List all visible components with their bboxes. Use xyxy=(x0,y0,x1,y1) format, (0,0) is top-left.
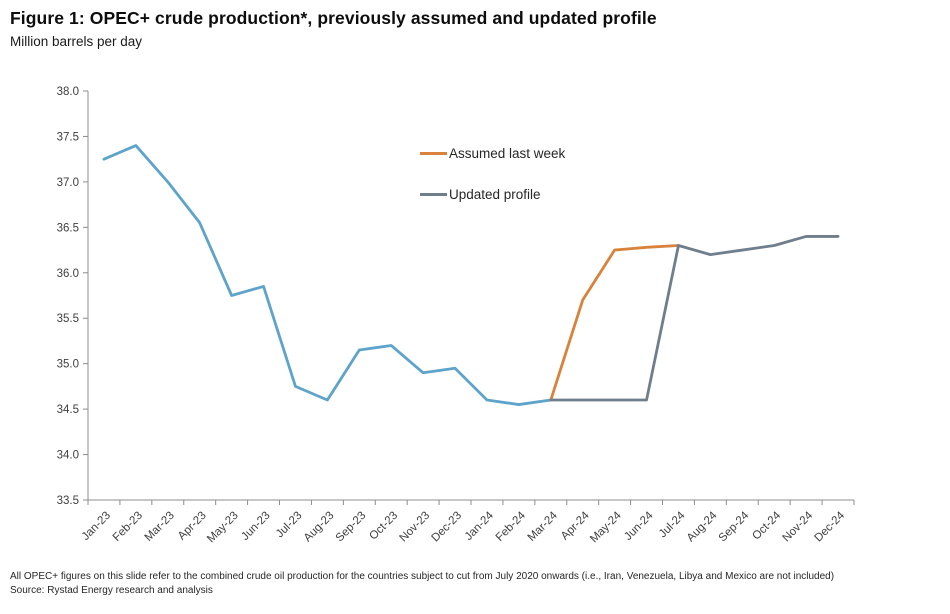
svg-text:Apr-23: Apr-23 xyxy=(176,510,209,543)
svg-text:35.5: 35.5 xyxy=(57,313,79,325)
svg-text:May-23: May-23 xyxy=(205,510,241,546)
chart-subtitle: Million barrels per day xyxy=(10,34,143,49)
svg-text:38.0: 38.0 xyxy=(57,86,79,98)
legend-item-updated: Updated profile xyxy=(420,187,565,202)
svg-text:Mar-24: Mar-24 xyxy=(526,509,561,544)
legend-label-updated: Updated profile xyxy=(449,187,541,202)
chart-legend: Assumed last week Updated profile xyxy=(420,146,565,202)
svg-text:34.0: 34.0 xyxy=(57,450,79,462)
svg-text:Jul-23: Jul-23 xyxy=(274,510,305,541)
svg-text:Feb-23: Feb-23 xyxy=(111,510,145,544)
svg-text:Dec-23: Dec-23 xyxy=(429,510,464,545)
svg-text:Oct-24: Oct-24 xyxy=(750,509,783,542)
svg-text:35.0: 35.0 xyxy=(57,359,79,371)
source-text: Source: Rystad Energy research and analy… xyxy=(10,585,213,596)
svg-text:Mar-23: Mar-23 xyxy=(143,510,177,544)
chart-title: Figure 1: OPEC+ crude production*, previ… xyxy=(10,8,657,28)
updated-line-swatch xyxy=(420,193,447,196)
svg-text:34.5: 34.5 xyxy=(57,404,79,416)
svg-text:Sep-24: Sep-24 xyxy=(717,509,752,544)
assumed-line-swatch xyxy=(420,152,447,155)
svg-text:Dec-24: Dec-24 xyxy=(812,509,847,544)
svg-text:Aug-23: Aug-23 xyxy=(302,510,337,545)
svg-text:36.5: 36.5 xyxy=(57,222,79,234)
chart-plot-area: 33.5 34.0 34.5 35.0 35.5 36.0 36.5 37.0 37.5 38.0… xyxy=(57,86,855,546)
svg-text:36.0: 36.0 xyxy=(57,268,79,280)
svg-text:Jul-24: Jul-24 xyxy=(657,509,688,540)
svg-text:Feb-24: Feb-24 xyxy=(494,509,529,544)
svg-text:May-24: May-24 xyxy=(588,509,624,545)
svg-text:Jan-23: Jan-23 xyxy=(80,510,113,543)
svg-text:33.5: 33.5 xyxy=(57,495,79,507)
svg-text:37.5: 37.5 xyxy=(57,131,79,143)
svg-text:Nov-24: Nov-24 xyxy=(781,509,816,544)
svg-text:Nov-23: Nov-23 xyxy=(398,510,433,545)
legend-item-assumed: Assumed last week xyxy=(420,146,565,161)
svg-text:Jun-24: Jun-24 xyxy=(622,509,656,543)
svg-text:Oct-23: Oct-23 xyxy=(367,510,400,543)
svg-text:Jun-23: Jun-23 xyxy=(239,510,272,543)
footnote-text: All OPEC+ figures on this slide refer to… xyxy=(10,571,835,582)
legend-label-assumed: Assumed last week xyxy=(449,146,566,161)
svg-text:37.0: 37.0 xyxy=(57,177,79,189)
svg-text:Jan-24: Jan-24 xyxy=(463,509,497,543)
svg-text:Aug-24: Aug-24 xyxy=(685,509,720,544)
svg-text:Apr-24: Apr-24 xyxy=(559,509,592,542)
svg-text:Sep-23: Sep-23 xyxy=(334,510,369,545)
